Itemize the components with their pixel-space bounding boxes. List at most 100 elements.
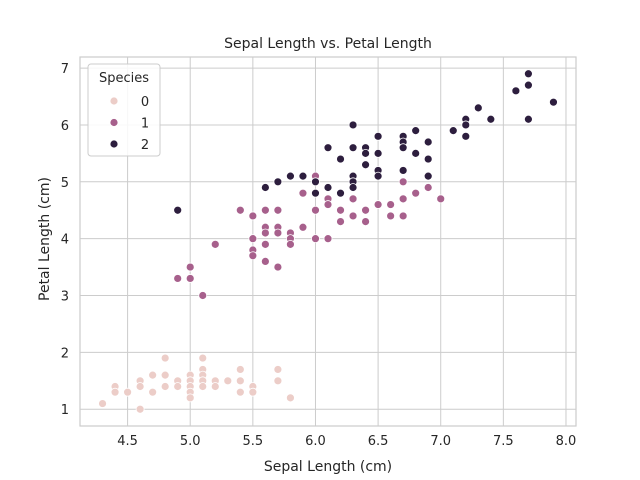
legend-label-2: 2 bbox=[141, 138, 149, 153]
data-point-species-1 bbox=[436, 194, 446, 204]
data-point-species-2 bbox=[398, 143, 408, 153]
data-point-species-0 bbox=[286, 393, 295, 403]
plot-frame bbox=[79, 56, 577, 427]
data-point-species-1 bbox=[398, 211, 408, 221]
data-point-species-0 bbox=[223, 376, 233, 386]
data-point-species-2 bbox=[524, 80, 533, 90]
data-point-species-1 bbox=[185, 262, 195, 272]
x-tick-label: 6.0 bbox=[305, 434, 326, 449]
data-point-species-1 bbox=[260, 256, 270, 266]
legend-title: Species bbox=[99, 71, 149, 86]
data-point-species-2 bbox=[411, 126, 421, 136]
data-point-species-0 bbox=[148, 370, 158, 380]
data-point-species-1 bbox=[323, 200, 333, 209]
data-point-species-2 bbox=[373, 171, 383, 181]
data-point-species-1 bbox=[336, 205, 345, 215]
data-point-species-1 bbox=[348, 194, 358, 204]
chart-title: Sepal Length vs. Petal Length bbox=[224, 36, 432, 52]
data-point-species-0 bbox=[123, 387, 132, 397]
y-tick-label: 2 bbox=[61, 346, 69, 361]
data-point-species-0 bbox=[98, 399, 107, 408]
legend-label-0: 0 bbox=[141, 95, 149, 110]
y-tick-label: 5 bbox=[61, 176, 69, 191]
x-tick-label: 7.0 bbox=[430, 434, 451, 449]
data-point-species-1 bbox=[348, 211, 358, 221]
data-point-species-1 bbox=[373, 200, 383, 209]
data-point-species-1 bbox=[361, 205, 370, 215]
y-axis-label: Petal Length (cm) bbox=[37, 177, 53, 301]
data-point-species-2 bbox=[348, 143, 358, 153]
data-point-species-2 bbox=[411, 148, 421, 158]
data-point-species-2 bbox=[260, 183, 270, 192]
legend: Species 0 1 2 bbox=[87, 63, 161, 157]
y-tick-label: 4 bbox=[61, 233, 69, 248]
data-point-species-2 bbox=[298, 171, 308, 181]
y-tick-label: 7 bbox=[61, 62, 69, 77]
data-point-species-2 bbox=[361, 160, 370, 170]
x-axis-label: Sepal Length (cm) bbox=[264, 459, 392, 475]
data-point-species-2 bbox=[311, 177, 320, 187]
data-point-species-1 bbox=[323, 234, 333, 244]
data-point-species-2 bbox=[461, 120, 471, 130]
data-point-species-0 bbox=[160, 353, 170, 363]
data-point-species-1 bbox=[398, 194, 408, 204]
data-point-species-0 bbox=[148, 387, 158, 397]
legend-marker-1 bbox=[109, 118, 119, 127]
data-point-species-0 bbox=[160, 382, 170, 391]
x-tick-label: 5.0 bbox=[180, 434, 201, 449]
x-tick-label: 5.5 bbox=[243, 434, 264, 449]
data-point-species-0 bbox=[185, 393, 195, 403]
data-point-species-2 bbox=[323, 183, 333, 192]
data-point-species-0 bbox=[135, 382, 145, 391]
data-point-species-1 bbox=[173, 274, 183, 283]
data-point-species-0 bbox=[235, 387, 245, 397]
data-point-species-1 bbox=[386, 211, 396, 221]
data-point-species-1 bbox=[411, 188, 421, 198]
data-point-species-0 bbox=[273, 376, 283, 386]
data-point-species-2 bbox=[336, 188, 345, 198]
x-tick-labels: 4.5 5.0 5.5 6.0 6.5 7.0 7.5 8.0 bbox=[117, 434, 576, 449]
data-point-species-1 bbox=[210, 239, 220, 249]
data-point-species-1 bbox=[311, 234, 320, 244]
legend-label-1: 1 bbox=[141, 117, 149, 132]
x-tick-label: 8.0 bbox=[556, 434, 577, 449]
data-point-species-2 bbox=[361, 148, 370, 158]
data-point-species-1 bbox=[398, 177, 408, 187]
data-point-species-0 bbox=[198, 382, 208, 391]
data-point-species-1 bbox=[298, 188, 308, 198]
data-point-species-1 bbox=[311, 205, 320, 215]
data-point-species-0 bbox=[235, 376, 245, 386]
data-point-species-1 bbox=[198, 291, 208, 300]
data-point-species-1 bbox=[273, 228, 283, 238]
data-point-species-2 bbox=[448, 126, 458, 136]
data-point-species-2 bbox=[173, 205, 183, 215]
data-point-species-1 bbox=[386, 200, 396, 209]
data-point-species-0 bbox=[248, 387, 258, 397]
data-point-species-2 bbox=[423, 171, 433, 181]
data-point-species-1 bbox=[260, 228, 270, 238]
data-point-species-1 bbox=[286, 239, 295, 249]
data-point-species-2 bbox=[524, 69, 533, 79]
y-tick-label: 3 bbox=[61, 290, 69, 305]
data-point-species-2 bbox=[273, 177, 283, 187]
data-point-species-2 bbox=[524, 114, 533, 124]
data-point-species-2 bbox=[336, 154, 345, 164]
x-tick-label: 4.5 bbox=[117, 434, 138, 449]
data-point-species-2 bbox=[348, 183, 358, 192]
y-tick-labels: 1 2 3 4 5 6 7 bbox=[61, 62, 69, 418]
data-point-species-1 bbox=[248, 234, 258, 244]
x-tick-label: 7.5 bbox=[493, 434, 514, 449]
legend-marker-0 bbox=[109, 96, 119, 106]
data-point-species-0 bbox=[110, 387, 120, 397]
data-point-species-0 bbox=[198, 353, 208, 363]
x-tick-label: 6.5 bbox=[368, 434, 389, 449]
data-point-species-0 bbox=[235, 365, 245, 374]
data-point-species-0 bbox=[135, 404, 145, 414]
data-point-species-1 bbox=[273, 262, 283, 272]
data-point-species-1 bbox=[260, 205, 270, 215]
data-point-species-1 bbox=[185, 274, 195, 283]
data-point-species-2 bbox=[286, 171, 295, 181]
data-point-species-1 bbox=[248, 251, 258, 261]
data-point-species-2 bbox=[461, 131, 471, 141]
